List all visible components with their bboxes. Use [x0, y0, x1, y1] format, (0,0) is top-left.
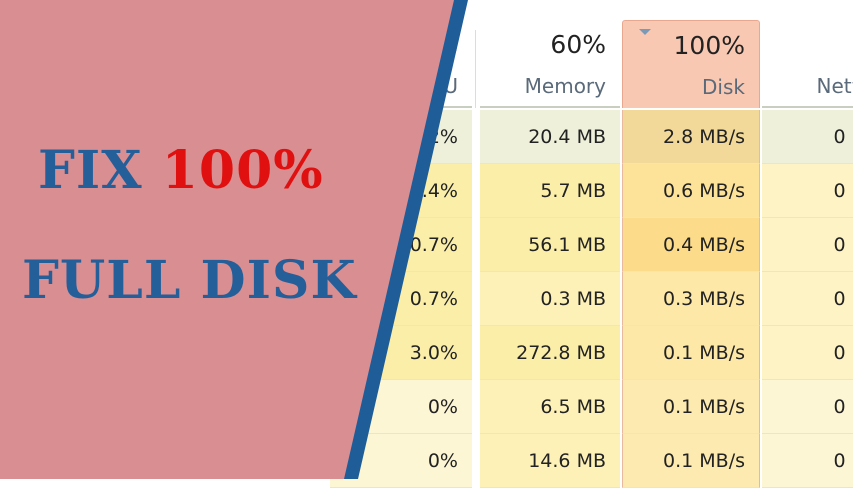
header-percent: 100%: [673, 31, 745, 60]
header-label: Netw: [816, 74, 853, 98]
headline-line1: FIX 100%: [38, 140, 324, 201]
column-network: 0Netw0 M0 M0 M0 M0 M0 M0 M: [762, 0, 853, 488]
cell-disk[interactable]: 2.8 MB/s: [622, 110, 760, 164]
cell-memory[interactable]: 0.3 MB: [480, 272, 620, 326]
header-label: Disk: [702, 75, 745, 99]
sort-arrow-icon: [639, 29, 651, 35]
cell-memory[interactable]: 56.1 MB: [480, 218, 620, 272]
cell-network[interactable]: 0 M: [762, 380, 853, 434]
headline-fix: FIX: [38, 140, 143, 201]
cell-network[interactable]: 0 M: [762, 110, 853, 164]
column-header-disk[interactable]: 100% Disk: [622, 20, 760, 108]
cell-network[interactable]: 0 M: [762, 164, 853, 218]
cell-disk[interactable]: 0.3 MB/s: [622, 272, 760, 326]
header-percent: 60%: [550, 30, 606, 59]
cell-network[interactable]: 0 M: [762, 272, 853, 326]
headline-line2: FULL DISK: [22, 250, 357, 311]
cell-memory[interactable]: 272.8 MB: [480, 326, 620, 380]
headline-percent: 100%: [161, 140, 324, 201]
column-memory: 60% Memory 20.4 MB 5.7 MB 56.1 MB 0.3 MB 272.8…: [480, 0, 624, 488]
cell-disk[interactable]: 0.1 MB/s: [622, 380, 760, 434]
cell-network[interactable]: 0 M: [762, 326, 853, 380]
cell-memory[interactable]: 5.7 MB: [480, 164, 620, 218]
cell-memory[interactable]: 20.4 MB: [480, 110, 620, 164]
column-divider: [475, 30, 476, 108]
cell-network[interactable]: 0 M: [762, 218, 853, 272]
column-disk: 100% Disk 2.8 MB/s 0.6 MB/s 0.4 MB/s 0.3 MB/s…: [622, 0, 760, 488]
column-header-network[interactable]: 0Netw: [762, 0, 853, 108]
cell-disk[interactable]: 0.4 MB/s: [622, 218, 760, 272]
blue-stripe: [344, 0, 468, 479]
cell-memory[interactable]: 6.5 MB: [480, 380, 620, 434]
pink-overlay: [0, 0, 456, 479]
column-header-memory[interactable]: 60% Memory: [480, 0, 620, 108]
cell-disk[interactable]: 0.1 MB/s: [622, 326, 760, 380]
cell-disk[interactable]: 0.6 MB/s: [622, 164, 760, 218]
header-label: Memory: [524, 74, 606, 98]
